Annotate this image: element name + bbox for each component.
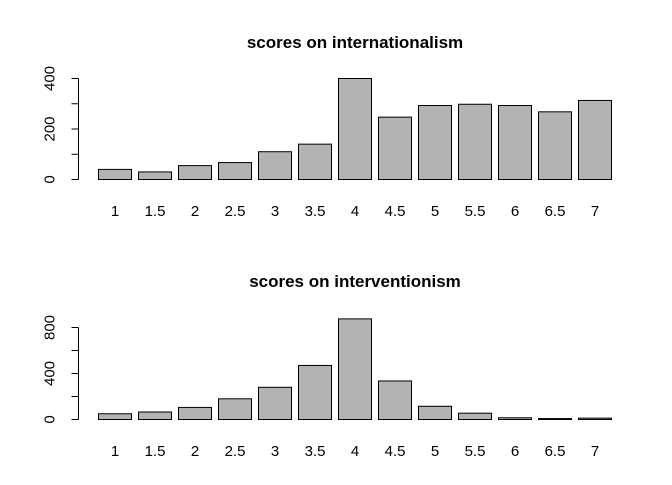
x-tick-label: 4.5 [385,443,406,460]
panel-internationalism: scores on internationalism 0 200 400 1 1.5 2 2… [42,33,612,220]
x-tick-label: 6 [511,203,519,220]
bar-7 [578,99,612,180]
x-tick-label: 3.5 [305,443,326,460]
x-tick-label: 5 [431,203,439,220]
x-tick-label: 6 [511,443,519,460]
bar-3 [258,151,292,181]
x-tick-label: 2 [191,203,199,220]
bar-7 [578,417,612,420]
y-tick-label: 200 [42,116,59,141]
x-tick-label: 4 [351,443,359,460]
chart-title: scores on internationalism [247,33,463,52]
bar-4 [338,318,372,420]
bar-2 [178,406,212,420]
x-tick-label: 6.5 [545,443,566,460]
bar-2.5 [218,162,252,181]
x-tick-label: 4.5 [385,203,406,220]
y-tick-label: 400 [42,361,59,386]
bar-2 [178,165,212,181]
x-tick-label: 6.5 [545,203,566,220]
bar-1.5 [138,411,172,420]
bar-5 [418,105,452,180]
x-tick-label: 5.5 [465,203,486,220]
x-tick-label: 1.5 [145,443,166,460]
bar-6 [498,417,532,420]
x-tick-label: 2.5 [225,443,246,460]
x-tick-label: 2.5 [225,203,246,220]
x-tick-label: 1 [111,203,119,220]
bar-5.5 [458,103,492,180]
bar-1 [98,413,132,420]
x-tick-label: 7 [591,443,599,460]
x-tick-label: 3 [271,203,279,220]
bar-6.5 [538,111,572,180]
y-tick-label: 800 [42,315,59,340]
x-tick-label: 7 [591,203,599,220]
y-tick-label: 0 [42,415,59,423]
bar-4.5 [378,380,412,421]
bar-1.5 [138,171,172,181]
x-tick-label: 1 [111,443,119,460]
x-tick-label: 2 [191,443,199,460]
chart-title: scores on interventionism [249,272,461,291]
bar-2.5 [218,398,252,420]
bar-6 [498,105,532,180]
x-tick-label: 1.5 [145,203,166,220]
y-tick-label: 0 [42,175,59,183]
bar-1 [98,168,132,180]
bar-4.5 [378,116,412,180]
x-tick-label: 3 [271,443,279,460]
bar-3.5 [298,364,332,421]
x-tick-label: 3.5 [305,203,326,220]
y-tick-label: 400 [42,66,59,91]
panel-interventionism: scores on interventionism 0 400 800 1 1.5 2 2.… [42,272,612,460]
bar-6.5 [538,418,572,420]
x-tick-label: 5 [431,443,439,460]
x-tick-label: 5.5 [465,443,486,460]
bar-5.5 [458,412,492,420]
x-tick-label: 4 [351,203,359,220]
bar-3.5 [298,143,332,180]
bar-3 [258,386,292,420]
bar-5 [418,405,452,420]
bar-4 [338,78,372,180]
